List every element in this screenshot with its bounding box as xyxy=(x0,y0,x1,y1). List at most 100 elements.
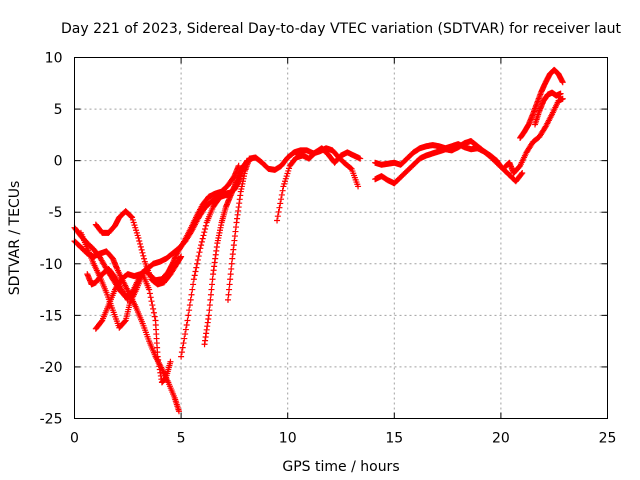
data-point xyxy=(559,79,566,86)
data-point xyxy=(137,243,144,250)
data-point xyxy=(149,302,156,309)
data-point xyxy=(205,312,212,319)
data-point xyxy=(198,238,205,245)
data-point xyxy=(140,252,147,259)
data-point xyxy=(189,286,196,293)
data-point xyxy=(180,340,187,347)
y-tick-label: 5 xyxy=(54,102,63,118)
data-point xyxy=(207,296,214,303)
data-point xyxy=(194,260,201,267)
series-points xyxy=(71,66,566,415)
data-point xyxy=(275,208,282,215)
data-point xyxy=(557,90,564,97)
data-point xyxy=(124,295,131,302)
series-arc-2 xyxy=(71,238,182,415)
data-point xyxy=(178,253,185,260)
data-point xyxy=(141,255,148,262)
data-point xyxy=(519,170,526,177)
data-point xyxy=(175,408,182,415)
data-point xyxy=(184,317,191,324)
data-point xyxy=(274,213,281,220)
data-point xyxy=(195,253,202,260)
y-tick-label: -25 xyxy=(40,412,63,428)
data-point xyxy=(559,95,566,102)
grid xyxy=(74,57,608,419)
data-point xyxy=(227,271,234,278)
data-point xyxy=(191,272,198,279)
data-point xyxy=(147,294,154,301)
series-arc-3 xyxy=(77,229,174,386)
data-point xyxy=(518,171,525,178)
data-point xyxy=(150,305,157,312)
data-point xyxy=(148,298,155,305)
data-point xyxy=(227,276,234,283)
data-point xyxy=(193,264,200,271)
x-tick-label: 5 xyxy=(177,431,186,447)
data-point xyxy=(226,281,233,288)
data-point xyxy=(146,286,153,293)
y-tick-label: 0 xyxy=(54,154,63,170)
data-point xyxy=(200,232,207,239)
data-point xyxy=(202,222,209,229)
data-point xyxy=(151,313,158,320)
data-point xyxy=(121,318,128,325)
data-point xyxy=(206,302,213,309)
data-point xyxy=(207,291,214,298)
x-axis-label: GPS time / hours xyxy=(282,459,399,475)
series-arc-5 xyxy=(92,208,185,288)
data-point xyxy=(197,245,204,252)
data-point xyxy=(225,291,232,298)
data-point xyxy=(274,217,281,224)
data-point xyxy=(209,276,216,283)
series-arc-12 xyxy=(372,138,504,187)
data-point xyxy=(209,281,216,288)
data-point xyxy=(357,155,364,162)
y-tick-label: -20 xyxy=(40,360,63,376)
data-point xyxy=(278,196,285,203)
x-tick-label: 0 xyxy=(70,431,79,447)
data-point xyxy=(137,240,144,247)
data-point xyxy=(194,256,201,263)
data-point xyxy=(167,358,174,365)
series-arc-15 xyxy=(532,89,564,128)
y-tick-label: 10 xyxy=(45,51,63,67)
data-point xyxy=(136,237,143,244)
data-point xyxy=(277,200,284,207)
series-arc-6 xyxy=(84,265,131,303)
data-point xyxy=(202,225,209,232)
data-point xyxy=(138,246,145,253)
chart-title: Day 221 of 2023, Sidereal Day-to-day VTE… xyxy=(61,21,622,37)
data-point xyxy=(199,235,206,242)
data-point xyxy=(181,335,188,342)
y-tick-label: -10 xyxy=(40,257,63,273)
data-point xyxy=(183,322,190,329)
data-point xyxy=(355,183,362,190)
x-tick-label: 25 xyxy=(599,431,617,447)
data-point xyxy=(146,290,153,297)
data-point xyxy=(228,260,235,267)
data-point xyxy=(196,249,203,256)
data-point xyxy=(187,296,194,303)
data-point xyxy=(278,191,285,198)
data-point xyxy=(185,312,192,319)
data-point xyxy=(198,242,205,249)
data-point xyxy=(182,326,189,333)
y-axis-label: SDTVAR / TECUs xyxy=(7,181,23,296)
data-point xyxy=(279,187,286,194)
data-point xyxy=(192,268,199,275)
x-tick-label: 20 xyxy=(492,431,510,447)
axis-ticks: 0 5 10 15 20 25 -25 -20 -15 -10 -5 0 5 10 xyxy=(40,51,617,447)
y-tick-label: -5 xyxy=(49,205,63,221)
x-tick-label: 10 xyxy=(279,431,297,447)
data-point xyxy=(135,235,142,241)
data-point xyxy=(276,204,283,211)
data-point xyxy=(188,291,195,298)
data-point xyxy=(206,307,213,314)
data-point xyxy=(179,344,186,351)
data-point xyxy=(208,286,215,293)
data-point xyxy=(190,276,197,283)
data-point xyxy=(139,249,146,256)
data-point xyxy=(128,213,135,220)
data-point xyxy=(226,286,233,293)
